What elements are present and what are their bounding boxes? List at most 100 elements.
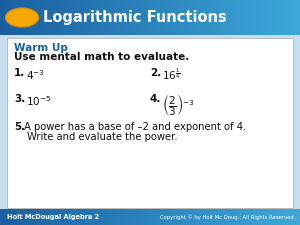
Bar xyxy=(166,209,167,225)
Bar xyxy=(60,0,61,35)
Bar xyxy=(209,209,210,225)
Bar xyxy=(16,0,17,35)
Bar xyxy=(21,209,22,225)
Bar xyxy=(98,209,99,225)
Bar xyxy=(217,209,218,225)
Bar xyxy=(38,209,39,225)
Bar xyxy=(17,209,18,225)
Bar xyxy=(282,209,283,225)
Bar xyxy=(43,209,44,225)
Bar xyxy=(8,0,9,35)
Bar xyxy=(273,209,274,225)
Bar xyxy=(29,209,30,225)
Bar xyxy=(89,0,90,35)
Bar xyxy=(86,0,87,35)
Bar xyxy=(113,0,114,35)
Bar xyxy=(277,209,278,225)
Bar xyxy=(223,0,224,35)
Bar xyxy=(132,209,133,225)
Bar xyxy=(147,0,148,35)
Bar xyxy=(280,209,281,225)
Bar xyxy=(250,0,251,35)
Bar xyxy=(90,209,91,225)
Bar xyxy=(141,0,142,35)
Bar xyxy=(295,209,296,225)
Bar xyxy=(299,209,300,225)
Bar xyxy=(204,0,205,35)
Bar xyxy=(54,209,55,225)
Bar xyxy=(50,0,51,35)
Bar xyxy=(255,0,256,35)
Bar xyxy=(230,209,231,225)
Bar xyxy=(150,0,151,35)
Bar xyxy=(294,209,295,225)
Bar xyxy=(130,0,131,35)
Bar xyxy=(20,209,21,225)
Bar xyxy=(13,209,14,225)
Bar xyxy=(214,209,215,225)
Bar xyxy=(158,0,159,35)
Text: $\left(\dfrac{2}{3}\right)^{-3}$: $\left(\dfrac{2}{3}\right)^{-3}$ xyxy=(162,92,195,118)
Bar xyxy=(60,209,61,225)
Bar xyxy=(71,209,72,225)
Bar xyxy=(11,0,12,35)
Bar xyxy=(191,209,192,225)
Bar xyxy=(288,0,289,35)
Bar xyxy=(235,209,236,225)
Bar xyxy=(119,209,120,225)
Bar xyxy=(295,0,296,35)
Bar xyxy=(217,0,218,35)
Bar xyxy=(287,209,288,225)
Bar xyxy=(46,0,47,35)
Bar xyxy=(169,0,170,35)
Bar xyxy=(279,209,280,225)
Bar xyxy=(124,209,125,225)
Bar xyxy=(238,0,239,35)
Bar xyxy=(224,0,225,35)
Bar xyxy=(186,0,187,35)
Bar xyxy=(87,0,88,35)
Bar xyxy=(72,209,73,225)
Bar xyxy=(47,209,48,225)
Bar xyxy=(94,209,95,225)
Bar xyxy=(21,0,22,35)
Bar xyxy=(111,0,112,35)
Bar xyxy=(100,209,101,225)
Bar xyxy=(156,209,157,225)
Bar xyxy=(198,209,199,225)
Bar xyxy=(81,209,82,225)
Bar xyxy=(77,0,78,35)
Bar xyxy=(297,0,298,35)
Bar xyxy=(272,209,273,225)
Bar xyxy=(296,209,297,225)
Bar xyxy=(66,0,67,35)
Bar xyxy=(263,0,264,35)
Bar xyxy=(190,0,191,35)
FancyBboxPatch shape xyxy=(7,38,293,208)
Bar xyxy=(84,0,85,35)
Bar xyxy=(71,0,72,35)
Bar xyxy=(78,209,79,225)
Bar xyxy=(77,209,78,225)
Bar xyxy=(25,0,26,35)
Bar xyxy=(121,209,122,225)
Bar xyxy=(180,0,181,35)
Bar xyxy=(219,209,220,225)
Bar xyxy=(2,0,3,35)
Bar xyxy=(246,0,247,35)
Bar xyxy=(136,0,137,35)
Bar xyxy=(112,0,113,35)
Bar xyxy=(148,0,149,35)
Bar xyxy=(278,209,279,225)
Bar xyxy=(249,0,250,35)
Bar xyxy=(237,209,238,225)
Bar xyxy=(73,0,74,35)
Bar xyxy=(233,209,234,225)
Bar xyxy=(57,0,58,35)
Bar xyxy=(247,0,248,35)
Bar xyxy=(277,0,278,35)
Bar xyxy=(208,209,209,225)
Bar xyxy=(193,209,194,225)
Bar xyxy=(81,0,82,35)
Bar xyxy=(162,209,163,225)
